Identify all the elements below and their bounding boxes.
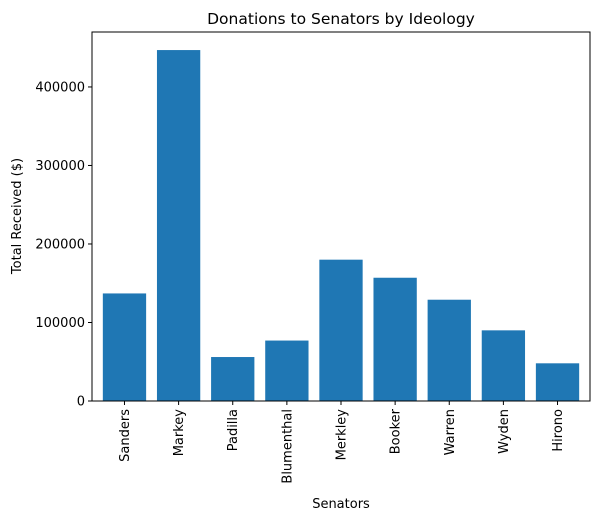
bar-blumenthal — [265, 340, 309, 401]
x-tick-label-sanders: Sanders — [118, 409, 133, 462]
chart-title: Donations to Senators by Ideology — [207, 10, 475, 28]
bars-group — [102, 50, 580, 402]
bar-wyden — [481, 330, 526, 401]
x-axis-ticks: Sanders Markey Padilla Blumenthal Merkley Boo… — [118, 401, 566, 484]
y-axis-ticks: 0 100000 200000 300000 400000 — [35, 80, 92, 410]
bar-merkley — [319, 259, 363, 401]
bar-hirono — [535, 363, 580, 401]
plot-frame — [91, 31, 591, 402]
y-axis-label: Total Received ($) — [10, 158, 25, 275]
x-tick-label-wyden: Wyden — [497, 409, 512, 454]
bar-markey — [156, 50, 201, 402]
x-tick-label-markey: Markey — [172, 409, 187, 457]
x-axis-label: Senators — [312, 497, 370, 512]
x-tick-label-booker: Booker — [389, 408, 404, 454]
bar-booker — [373, 277, 417, 401]
x-tick-label-hirono: Hirono — [551, 409, 566, 452]
bar-warren — [427, 299, 471, 401]
x-tick-label-padilla: Padilla — [226, 409, 241, 451]
x-tick-label-merkley: Merkley — [335, 409, 350, 461]
y-tick-label: 300000 — [35, 159, 85, 174]
y-tick-label: 100000 — [35, 316, 85, 331]
y-tick-label: 400000 — [35, 80, 85, 95]
bar-padilla — [211, 357, 255, 401]
y-tick-label: 0 — [77, 395, 85, 410]
x-tick-label-warren: Warren — [443, 409, 458, 455]
y-tick-label: 200000 — [35, 237, 85, 252]
bar-sanders — [102, 293, 147, 401]
x-tick-label-blumenthal: Blumenthal — [280, 409, 295, 484]
